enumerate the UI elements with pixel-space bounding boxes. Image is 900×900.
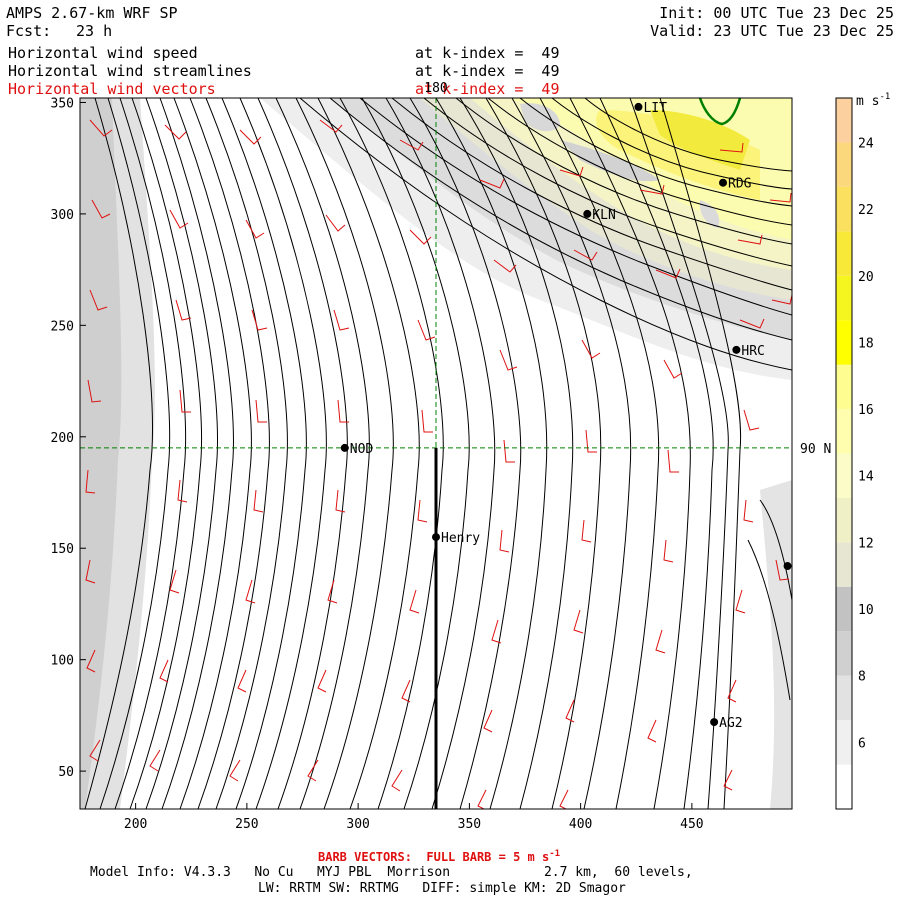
colorbar-segment xyxy=(836,98,852,143)
colorbar-tick-label: 8 xyxy=(858,670,866,685)
physics-info: LW: RRTM SW: RRTMG DIFF: simple KM: 2D S… xyxy=(258,881,626,896)
station-label: AG2 xyxy=(719,716,742,731)
station-marker xyxy=(783,562,792,571)
colorbar-segment xyxy=(836,142,852,187)
colorbar-segment xyxy=(836,275,852,321)
barb-note: BARB VECTORS: FULL BARB = 5 m s-1 xyxy=(318,849,561,864)
x-tick-label: 200 xyxy=(124,817,147,832)
streamlines xyxy=(84,98,792,809)
field-vector-level: at k-index = 49 xyxy=(415,80,560,98)
colorbar-tick-label: 14 xyxy=(858,470,874,485)
colorbar-tick-label: 12 xyxy=(858,536,874,551)
meridian-label: 180 xyxy=(424,81,447,96)
y-tick-label: 50 xyxy=(58,765,74,780)
y-tick-label: 150 xyxy=(51,542,74,557)
x-tick-label: 350 xyxy=(458,817,481,832)
colorbar-frame xyxy=(835,97,853,810)
model-info: Model Info: V4.3.3 No Cu MYJ PBL Morriso… xyxy=(90,865,693,880)
colorbar-segment xyxy=(836,364,852,410)
y-tick-label: 250 xyxy=(51,319,74,334)
colorbar-segment xyxy=(836,186,852,232)
colorbar-tick-label: 24 xyxy=(858,136,874,151)
station-marker xyxy=(634,102,643,111)
colorbar-tick-label: 18 xyxy=(858,336,874,351)
colorbar-segment xyxy=(836,631,852,676)
x-tick-label: 400 xyxy=(569,817,592,832)
colorbar-segment xyxy=(836,320,852,365)
field-vector-label: Horizontal wind vectors xyxy=(8,80,216,98)
parallel-label: 90 N xyxy=(800,442,831,457)
x-tick-label: 300 xyxy=(346,817,369,832)
colorbar-tick-label: 10 xyxy=(858,603,874,618)
colorbar-segment xyxy=(836,542,852,587)
colorbar-tick-label: 6 xyxy=(858,736,866,751)
y-tick-label: 350 xyxy=(51,96,74,111)
y-tick-label: 300 xyxy=(51,208,74,223)
colorbar-tick-label: 16 xyxy=(858,403,874,418)
station-label: LIT xyxy=(643,101,667,116)
station-label: NOD xyxy=(350,442,374,457)
station-label: HRC xyxy=(741,344,764,359)
x-tick-label: 250 xyxy=(235,817,258,832)
station-marker xyxy=(583,209,592,218)
init-time: Init: 00 UTC Tue 23 Dec 25 xyxy=(659,4,894,22)
x-tick-label: 450 xyxy=(680,817,703,832)
station-marker xyxy=(719,178,728,187)
station-marker xyxy=(710,718,719,727)
colorbar-tick-label: 22 xyxy=(858,203,874,218)
station-marker xyxy=(732,345,741,354)
station-label: KLN xyxy=(592,208,615,223)
colorbar-segment xyxy=(836,231,852,276)
colorbar-unit: m s-1 xyxy=(856,92,890,109)
field-speed-level: at k-index = 49 xyxy=(415,44,560,62)
colorbar-tick-label: 20 xyxy=(858,270,874,285)
colorbar-segment xyxy=(836,453,852,498)
map-title: AMPS 2.67-km WRF SP xyxy=(6,4,178,22)
field-speed-label: Horizontal wind speed xyxy=(8,44,198,62)
y-tick-label: 200 xyxy=(51,431,74,446)
station-marker xyxy=(340,443,349,452)
field-streamline-label: Horizontal wind streamlines xyxy=(8,62,252,80)
y-axis: 50 100 150 200 250 300 350 xyxy=(51,96,86,780)
y-tick-label: 100 xyxy=(51,654,74,669)
coastline xyxy=(698,98,742,126)
colorbar-segment xyxy=(836,409,852,454)
station-marker xyxy=(432,533,440,542)
stations: LIT RDG KLN HRC NOD Henry AG2 xyxy=(340,101,792,731)
colorbar: 6 8 10 12 14 16 18 20 22 24 xyxy=(835,97,874,810)
x-axis: 200 250 300 350 400 450 xyxy=(124,803,704,832)
forecast-label: Fcst: xyxy=(6,22,52,40)
colorbar-segment xyxy=(836,586,852,632)
field-streamline-level: at k-index = 49 xyxy=(415,62,560,80)
colorbar-segment xyxy=(836,675,852,721)
colorbar-segment xyxy=(836,764,852,809)
plot-frame xyxy=(79,97,793,810)
station-label: Henry xyxy=(441,531,480,546)
colorbar-segment xyxy=(836,720,852,765)
forecast-hour: 23 h xyxy=(76,22,113,40)
wind-barbs xyxy=(85,119,792,809)
colorbar-segment xyxy=(836,497,852,543)
station-label: RDG xyxy=(728,177,752,192)
valid-time: Valid: 23 UTC Tue 23 Dec 25 xyxy=(650,22,894,40)
